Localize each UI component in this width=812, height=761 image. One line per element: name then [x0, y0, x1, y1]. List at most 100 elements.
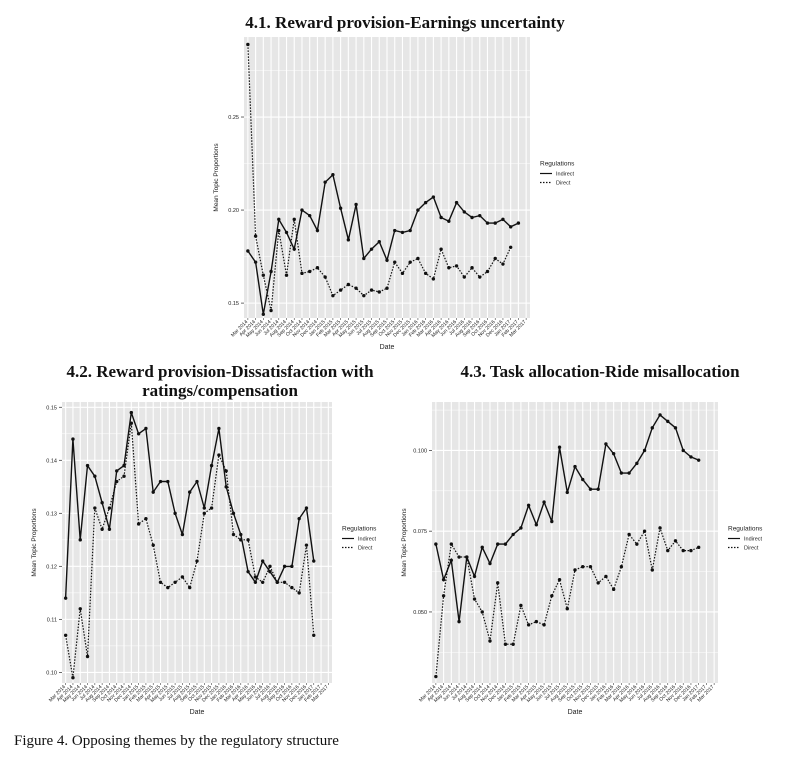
data-point-indirect	[195, 479, 199, 484]
data-point-indirect	[596, 487, 600, 491]
data-point-indirect	[151, 490, 155, 494]
panel-3-title: 4.3. Task allocation-Ride misallocation	[410, 362, 790, 381]
data-point-indirect	[449, 558, 454, 562]
data-point-indirect	[85, 463, 90, 468]
y-tick-label: 0.050	[413, 610, 427, 616]
legend-label-indirect: Indirect	[556, 172, 575, 178]
data-point-indirect	[377, 240, 381, 244]
data-point-direct	[472, 597, 477, 601]
data-point-indirect	[260, 559, 265, 563]
data-point-direct	[85, 654, 90, 659]
data-point-indirect	[431, 195, 436, 199]
data-point-indirect	[393, 228, 397, 233]
data-point-direct	[100, 527, 104, 531]
data-point-indirect	[269, 269, 273, 274]
data-point-indirect	[268, 569, 272, 574]
data-point-indirect	[224, 485, 228, 489]
data-point-direct	[290, 585, 294, 590]
data-point-indirect	[423, 200, 428, 205]
data-point-direct	[78, 607, 82, 611]
data-point-indirect	[516, 221, 521, 225]
data-point-direct	[217, 453, 221, 457]
data-point-direct	[253, 234, 258, 238]
data-point-indirect	[485, 221, 490, 225]
data-point-direct	[209, 506, 214, 510]
data-point-indirect	[346, 238, 351, 242]
data-point-direct	[462, 275, 466, 279]
data-point-direct	[188, 585, 192, 590]
data-point-direct	[107, 506, 112, 510]
data-point-indirect	[144, 426, 148, 431]
x-axis-title: Date	[568, 709, 583, 716]
data-point-indirect	[408, 228, 412, 233]
data-point-indirect	[511, 532, 515, 537]
y-axis-title: Mean Topic Proportions	[401, 508, 408, 577]
data-point-direct	[431, 277, 436, 281]
data-point-direct	[315, 266, 320, 270]
data-point-direct	[642, 529, 647, 533]
data-point-indirect	[557, 445, 562, 449]
data-point-direct	[635, 542, 639, 546]
data-point-indirect	[308, 213, 312, 218]
data-point-indirect	[508, 225, 513, 229]
data-point-indirect	[331, 173, 335, 177]
data-point-direct	[565, 607, 569, 611]
data-point-indirect	[488, 561, 492, 566]
legend-title: Regulations	[342, 526, 377, 533]
data-point-indirect	[369, 247, 374, 251]
data-point-direct	[666, 548, 670, 553]
data-point-direct	[596, 581, 600, 585]
panel-3-title-text: 4.3. Task allocation-Ride misallocation	[460, 362, 740, 381]
data-point-direct	[261, 273, 266, 277]
data-point-direct	[362, 293, 366, 298]
data-point-indirect	[642, 448, 647, 453]
data-point-indirect	[588, 487, 593, 491]
data-point-indirect	[338, 206, 343, 210]
data-point-indirect	[385, 258, 389, 263]
data-point-indirect	[611, 451, 616, 456]
data-point-indirect	[673, 426, 678, 430]
data-point-direct	[260, 580, 265, 584]
data-point-direct	[63, 633, 68, 637]
data-point-direct	[308, 269, 312, 274]
data-point-direct	[312, 633, 316, 637]
data-point-direct	[166, 585, 170, 590]
data-point-direct	[408, 260, 412, 264]
data-point-direct	[503, 642, 508, 646]
data-point-direct	[246, 42, 250, 47]
data-point-direct	[284, 273, 289, 277]
data-point-indirect	[681, 448, 685, 453]
data-point-indirect	[454, 200, 459, 205]
x-axis-title: Date	[380, 344, 395, 351]
data-point-direct	[588, 565, 593, 569]
data-point-direct	[239, 538, 243, 542]
data-point-indirect	[100, 501, 104, 505]
data-point-direct	[136, 522, 141, 526]
data-point-direct	[346, 282, 351, 287]
data-point-direct	[696, 545, 701, 550]
data-point-direct	[447, 266, 451, 270]
data-point-indirect	[416, 208, 420, 212]
panel-2-title-line1: 4.2. Reward provision-Dissatisfaction wi…	[66, 362, 374, 381]
data-point-direct	[246, 538, 250, 542]
data-point-indirect	[565, 490, 569, 495]
data-point-direct	[439, 247, 443, 251]
data-point-indirect	[457, 619, 461, 624]
y-tick-label: 0.15	[46, 405, 57, 411]
data-point-direct	[449, 542, 454, 546]
data-point-direct	[627, 532, 631, 537]
data-point-direct	[519, 603, 523, 608]
data-point-indirect	[362, 256, 366, 261]
y-tick-label: 0.14	[46, 458, 57, 464]
data-point-direct	[93, 506, 97, 510]
data-point-indirect	[462, 210, 466, 214]
data-point-indirect	[261, 312, 266, 316]
data-point-direct	[493, 256, 497, 261]
y-tick-label: 0.11	[47, 617, 57, 623]
data-point-direct	[457, 555, 461, 559]
data-point-indirect	[304, 506, 309, 510]
data-point-indirect	[231, 511, 236, 516]
